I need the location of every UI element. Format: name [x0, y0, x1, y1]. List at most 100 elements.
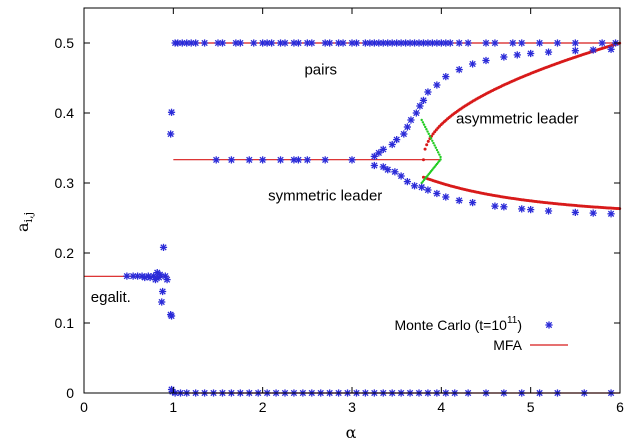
y-tick-label: 0.4	[55, 105, 75, 121]
monte-carlo-point	[455, 66, 463, 74]
monte-carlo-point	[469, 60, 477, 68]
mfa-upper-branch-point	[426, 139, 430, 143]
monte-carlo-point	[544, 48, 553, 56]
mfa-unstable-upper-point	[431, 139, 434, 142]
monte-carlo-point	[442, 73, 450, 81]
mfa-unstable-upper-point	[422, 123, 426, 126]
monte-carlo-point	[424, 186, 432, 194]
monte-carlo-point	[294, 39, 302, 47]
mfa-unstable-upper-point	[432, 141, 435, 145]
monte-carlo-point	[403, 178, 411, 186]
mfa-unstable-upper-point	[424, 125, 427, 129]
monte-carlo-point	[370, 161, 378, 170]
mfa-unstable-upper-point	[433, 144, 436, 147]
mfa-upper-branch-point	[423, 147, 427, 151]
mfa-upper-branch-point	[431, 132, 435, 136]
monte-carlo-point	[384, 166, 392, 174]
y-axis-title-main: a	[13, 222, 32, 232]
monte-carlo-point	[571, 208, 579, 216]
monte-carlo-point	[509, 39, 517, 47]
y-tick-label: 0.2	[55, 245, 75, 261]
mfa-unstable-lower-point	[439, 158, 442, 161]
monte-carlo-point	[571, 47, 579, 55]
monte-carlo-point	[348, 156, 356, 164]
mfa-unstable-upper-point	[436, 151, 440, 154]
monte-carlo-point	[218, 39, 227, 47]
monte-carlo-point	[294, 156, 302, 164]
monte-carlo-point	[416, 102, 424, 110]
mfa-unstable-upper-point	[425, 128, 428, 131]
mfa-unstable-upper-point	[434, 146, 438, 149]
y-axis-title: ai,j	[13, 212, 35, 232]
monte-carlo-point	[259, 156, 267, 164]
monte-carlo-point	[513, 51, 521, 59]
annotation-egalit: egalit.	[91, 289, 131, 306]
monte-carlo-point	[518, 39, 526, 47]
monte-carlo-point	[544, 207, 553, 215]
legend: Monte Carlo (t=1011) MFA	[394, 315, 568, 353]
monte-carlo-point	[589, 46, 597, 54]
monte-carlo-point	[491, 202, 499, 210]
mfa-upper-branch-point	[425, 143, 429, 147]
monte-carlo-point	[491, 39, 499, 47]
mfa-unstable-upper-point	[435, 148, 439, 152]
monte-carlo-point	[163, 276, 171, 284]
monte-carlo-point	[419, 96, 428, 104]
monte-carlo-point	[397, 172, 405, 180]
monte-carlo-point	[123, 272, 131, 280]
y-tick-label: 0.1	[55, 315, 75, 331]
monte-carlo-point	[308, 39, 316, 47]
legend-star	[545, 321, 553, 329]
monte-carlo-point	[167, 130, 175, 138]
monte-carlo-point	[245, 156, 253, 164]
annotation-asymmetric-leader: asymmetric leader	[456, 111, 579, 128]
monte-carlo-point	[201, 39, 209, 47]
monte-carlo-point	[391, 168, 399, 176]
monte-carlo-point	[321, 156, 329, 164]
y-tick-label: 0	[66, 385, 74, 401]
monte-carlo-point	[352, 39, 361, 47]
x-tick-label: 2	[259, 399, 267, 415]
mfa-unstable-upper-point	[427, 132, 430, 136]
legend-mc-sup: 11	[507, 315, 518, 326]
monte-carlo-point	[303, 156, 311, 164]
monte-carlo-point	[276, 156, 285, 164]
x-tick-label: 3	[348, 399, 356, 415]
x-tick-label: 4	[437, 399, 445, 415]
monte-carlo-point	[192, 39, 200, 47]
mfa-unstable-upper-point	[439, 155, 442, 159]
monte-carlo-point	[370, 152, 378, 160]
monte-carlo-point	[442, 193, 450, 201]
monte-carlo-point	[227, 156, 235, 164]
monte-carlo-point	[407, 116, 415, 124]
monte-carlo-point	[553, 39, 562, 47]
monte-carlo-point	[464, 39, 472, 47]
monte-carlo-point	[281, 39, 289, 47]
monte-carlo-point	[156, 271, 164, 279]
mfa-upper-branch-point	[421, 158, 425, 162]
monte-carlo-point	[375, 149, 383, 157]
y-tick-label: 0.5	[55, 35, 75, 51]
monte-carlo-point	[400, 130, 408, 138]
monte-carlo-point	[455, 39, 463, 47]
x-tick-label: 5	[527, 399, 535, 415]
monte-carlo-point	[607, 45, 615, 53]
monte-carlo-point	[446, 39, 454, 47]
monte-carlo-point	[403, 123, 411, 131]
monte-carlo-point	[469, 199, 477, 207]
monte-carlo-point	[482, 56, 490, 65]
mfa-unstable-upper-point	[429, 137, 433, 140]
mfa-unstable-upper-point	[421, 121, 425, 124]
monte-carlo-point	[167, 312, 176, 320]
monte-carlo-point	[527, 49, 535, 58]
y-tick-label: 0.3	[55, 175, 75, 191]
monte-carlo-point	[527, 206, 535, 214]
x-tick-label: 1	[169, 399, 177, 415]
legend-mc-name: Monte Carlo (t=10	[394, 317, 507, 333]
monte-carlo-point	[433, 81, 441, 89]
monte-carlo-point	[418, 183, 426, 191]
monte-carlo-point	[393, 136, 401, 144]
monte-carlo-point	[339, 39, 347, 47]
